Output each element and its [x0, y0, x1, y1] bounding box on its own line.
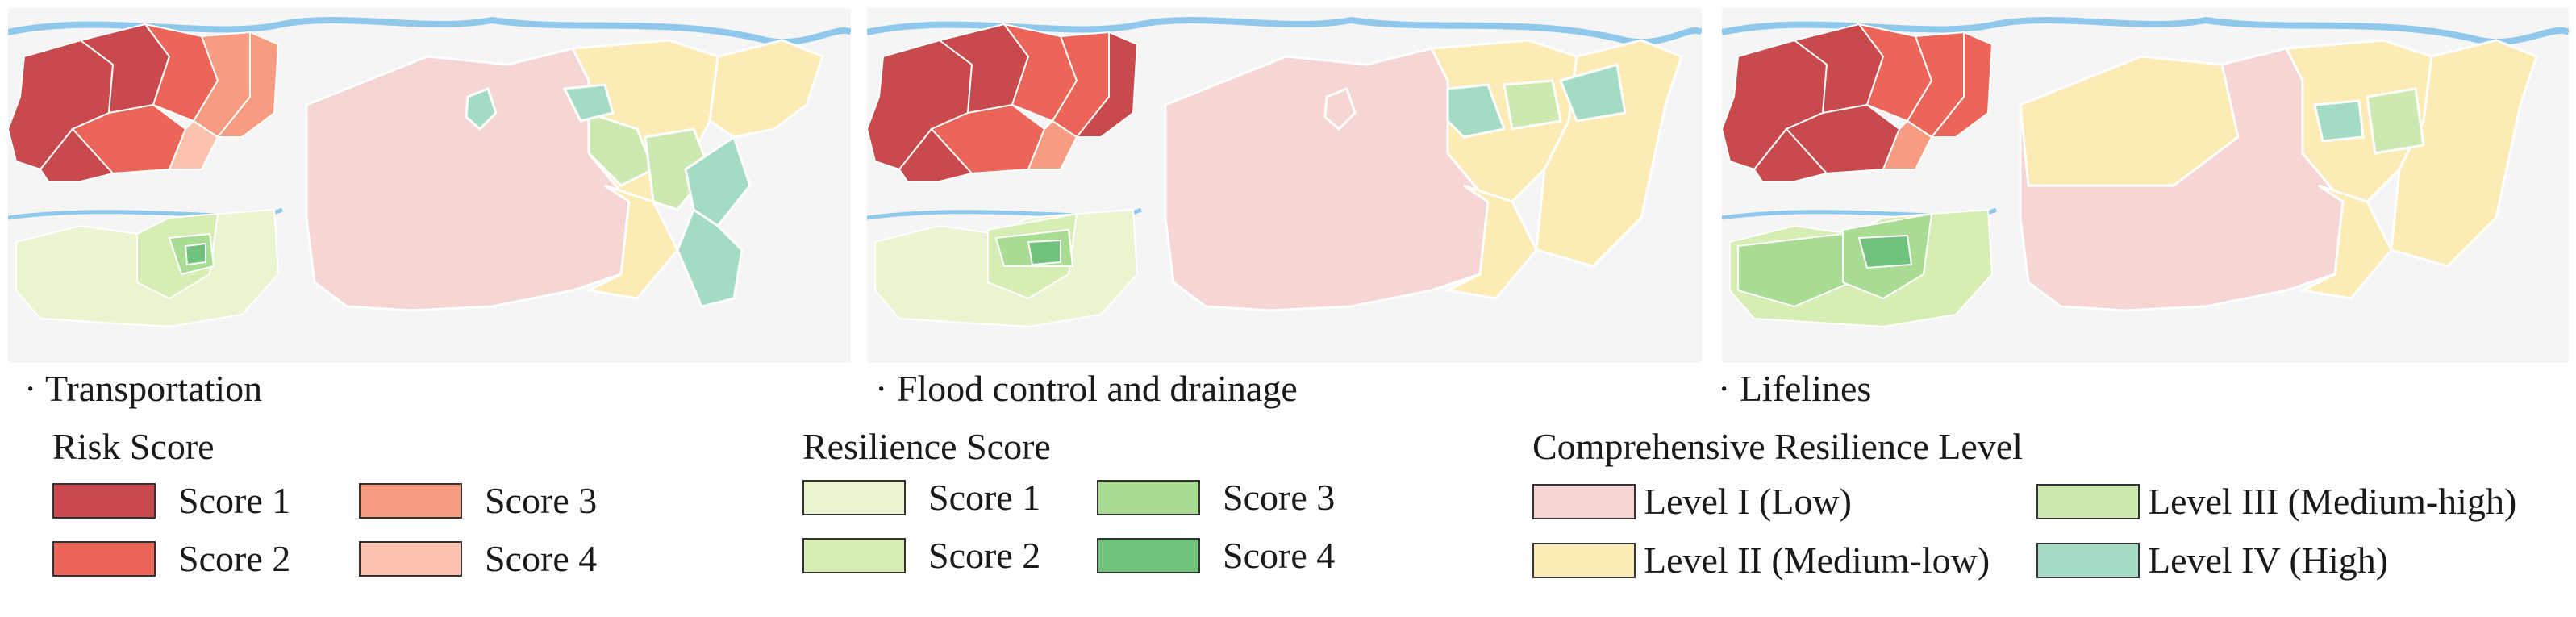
risk-region-score-3	[215, 31, 280, 138]
risk-region-score-1	[1074, 31, 1139, 138]
lifelines-caption: · Lifelines	[1718, 368, 1872, 409]
level-legend-item: Level IV (High)	[2036, 539, 2388, 582]
level-legend-title: Comprehensive Resilience Level	[1532, 426, 2024, 467]
risk-region-score-1	[1753, 127, 1828, 182]
legend-swatch	[1097, 479, 1200, 515]
level-region-high	[562, 83, 615, 123]
level-legend-item: Level III (Medium-high)	[2036, 480, 2516, 523]
level-region-high	[2313, 99, 2365, 143]
legend-label: Score 1	[928, 477, 1041, 518]
resilience-region-score-4	[184, 242, 206, 266]
legend-swatch	[52, 540, 156, 577]
risk-score-map	[1722, 23, 1994, 182]
legend-label: Level II (Medium-low)	[1644, 540, 1990, 581]
legend-swatch	[2036, 542, 2140, 578]
risk-legend-item: Score 2	[52, 537, 290, 580]
transportation-map-panel	[8, 8, 851, 363]
level-region-low	[1164, 47, 1490, 312]
legend-label: Score 2	[178, 538, 291, 579]
level-region-high	[1446, 83, 1507, 139]
resilience-region-score-4	[1857, 234, 1913, 269]
legend-swatch	[52, 482, 156, 519]
level-region-low	[1323, 87, 1357, 131]
legend-swatch	[359, 540, 462, 577]
legend-swatch	[802, 537, 906, 573]
risk-legend-item: Score 3	[359, 479, 597, 522]
legend-swatch	[359, 482, 462, 519]
level-legend-item: Level II (Medium-low)	[1532, 539, 1990, 582]
level-region-medium-low	[585, 184, 679, 300]
level-region-high	[465, 87, 498, 131]
risk-region-score-3	[1882, 119, 1933, 170]
resilience-legend-item: Score 1	[802, 476, 1040, 519]
flood-control-map-panel	[867, 8, 1702, 363]
legend-label: Level IV (High)	[2148, 540, 2389, 581]
legend-label: Score 2	[928, 535, 1041, 576]
risk-region-score-2	[1929, 31, 1994, 138]
level-region-medium-low	[1444, 184, 1538, 300]
level-region-medium-low	[2299, 184, 2393, 300]
resilience-level-map	[305, 39, 824, 312]
resilience-level-map	[1164, 39, 1683, 312]
lifelines-map-panel	[1722, 8, 2569, 363]
river	[8, 16, 851, 45]
river	[1722, 16, 2569, 46]
legend-label: Level III (Medium-high)	[2148, 481, 2517, 522]
level-region-medium-high	[587, 110, 655, 187]
resilience-region-score-4	[1027, 239, 1061, 266]
legend-swatch	[802, 479, 906, 515]
legend-swatch	[1532, 542, 1636, 578]
risk-legend-item: Score 1	[52, 479, 290, 522]
resilience-legend-item: Score 4	[1097, 534, 1335, 577]
level-region-high	[684, 135, 752, 228]
legend-label: Score 3	[485, 480, 598, 521]
level-legend-item: Level I (Low)	[1532, 480, 1852, 523]
legend-label: Score 1	[178, 480, 291, 521]
resilience-legend-title: Resilience Score	[802, 426, 1051, 467]
risk-legend-item: Score 4	[359, 537, 597, 580]
resilience-legend-item: Score 3	[1097, 476, 1335, 519]
level-region-medium-high	[2366, 87, 2425, 155]
level-region-high	[676, 207, 744, 308]
risk-legend-title: Risk Score	[52, 426, 215, 467]
risk-score-map	[867, 23, 1139, 182]
legend-label: Score 4	[485, 538, 598, 579]
legend-swatch	[2036, 483, 2140, 519]
river	[867, 16, 1702, 45]
risk-region-score-4	[168, 119, 219, 170]
legend-swatch	[1532, 483, 1636, 519]
resilience-score-map	[1729, 208, 1994, 328]
risk-score-map	[8, 23, 280, 182]
level-region-high	[1558, 63, 1627, 123]
level-region-medium-low	[708, 39, 824, 139]
resilience-score-map	[874, 208, 1139, 328]
resilience-level-map	[2019, 39, 2538, 312]
transportation-caption: · Transportation	[24, 368, 263, 409]
level-region-medium-low	[2019, 55, 2240, 187]
risk-region-score-3	[1027, 119, 1078, 170]
risk-region-score-1	[39, 127, 115, 182]
level-region-medium-high	[1503, 79, 1562, 131]
legend-label: Score 3	[1223, 477, 1336, 518]
legend-swatch	[1097, 537, 1200, 573]
flood-control-caption: · Flood control and drainage	[875, 368, 1298, 409]
legend-label: Level I (Low)	[1644, 481, 1852, 522]
resilience-legend-item: Score 2	[802, 534, 1040, 577]
resilience-region-score-3	[1737, 232, 1853, 308]
risk-region-score-1	[898, 127, 973, 182]
maps-row	[8, 8, 2569, 363]
resilience-score-map	[15, 208, 280, 328]
legend-label: Score 4	[1223, 535, 1336, 576]
